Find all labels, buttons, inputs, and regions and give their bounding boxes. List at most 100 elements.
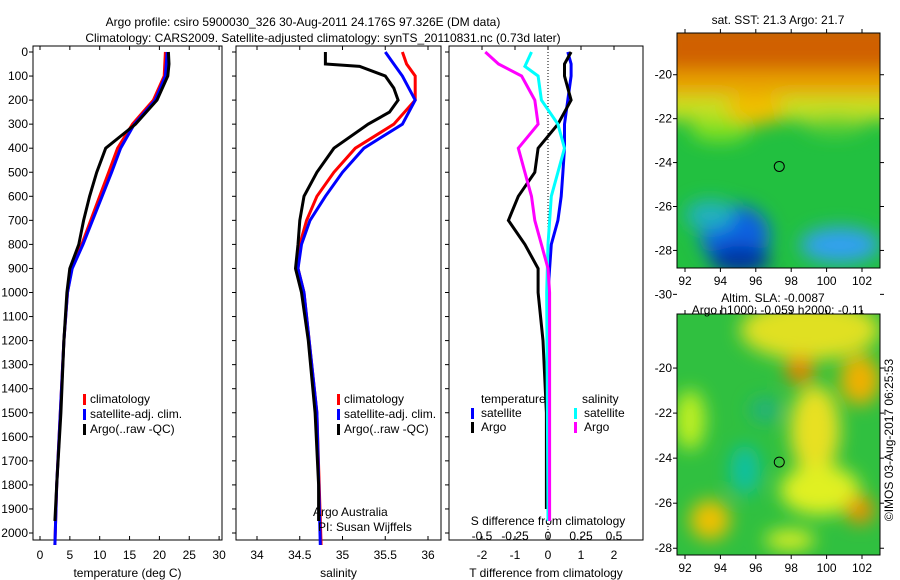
y-tick-label: 600	[8, 189, 28, 203]
series-line-s-satellite	[523, 51, 567, 522]
legend-label: Argo	[481, 420, 507, 434]
y-tick-label: 2000	[1, 526, 28, 540]
legend-title: salinity	[582, 392, 619, 406]
legend-swatch	[471, 408, 474, 419]
y-tick-label: 500	[8, 165, 28, 179]
x-tick-label: -2	[477, 548, 488, 562]
lat-tick-label: -20	[655, 361, 673, 375]
y-tick-label: 1100	[2, 310, 28, 324]
profile-panel-2: 34 34.5 35 35.5 36 salinity climatologysatelli…	[232, 45, 442, 580]
x-tick-label: 20	[153, 548, 167, 562]
lon-tick-label: 96	[749, 274, 763, 288]
sla-map-frame	[676, 313, 881, 556]
series-line-argo-raw-qc-	[53, 51, 171, 522]
legend-label: Argo(..raw -QC)	[344, 422, 429, 436]
y-tick-label: 300	[8, 117, 28, 131]
x2-tick-label: -0.5	[472, 529, 493, 543]
lat-tick-label: -28	[655, 541, 673, 555]
sst-map-title: sat. SST: 21.3 Argo: 21.7	[712, 13, 845, 27]
x-axis-label: salinity	[320, 566, 357, 580]
x2-tick-label: 0.5	[606, 529, 623, 543]
y-tick-label: 1900	[1, 502, 28, 516]
profile-panel-1: 0100200300400500600700800900100011001200…	[1, 45, 226, 580]
argo-location-marker	[773, 160, 785, 172]
legend-swatch	[574, 422, 577, 433]
x-tick-label: 15	[123, 548, 137, 562]
y-tick-label: 400	[8, 141, 28, 155]
legend-swatch	[83, 424, 86, 435]
lat-tick-label: -26	[655, 200, 673, 214]
legend-label: satellite-adj. clim.	[90, 407, 182, 421]
lon-tick-label: 100	[817, 561, 837, 575]
title-line-2: Climatology: CARS2009. Satellite-adjuste…	[85, 31, 560, 45]
lon-tick-label: 98	[785, 561, 799, 575]
y-tick-label: 1500	[1, 406, 28, 420]
legend-label: satellite	[481, 406, 522, 420]
y-tick-label: 700	[8, 213, 28, 227]
series-line-satellite-adj-clim-	[296, 51, 417, 546]
y-tick-label: 800	[8, 237, 28, 251]
y-tick-label: 100	[8, 69, 28, 83]
lon-tick-label: 92	[678, 274, 692, 288]
x-axis-label: temperature (deg C)	[73, 566, 181, 580]
x-tick-label: 35.5	[374, 548, 398, 562]
x-tick-label: 30	[212, 548, 226, 562]
legend-label: climatology	[90, 392, 150, 406]
sla-map	[677, 314, 880, 555]
x-tick-label: 34.5	[288, 548, 312, 562]
legend-label: satellite	[584, 406, 625, 420]
lon-tick-label: 92	[678, 561, 692, 575]
y-tick-label: 1000	[1, 286, 28, 300]
y-tick-label: 1600	[1, 430, 28, 444]
x-tick-label: 0	[545, 548, 552, 562]
legend-swatch	[83, 409, 86, 420]
legend-swatch	[337, 394, 340, 405]
legend-swatch	[471, 422, 474, 433]
profile-panel-3: -2 -1 0 1 2 T difference from climatology -0.5…	[445, 45, 644, 580]
x-tick-label: 34	[250, 548, 264, 562]
credit-text: ©IMOS 03-Aug-2017 06:25:53	[882, 359, 896, 522]
x-axis-label: T difference from climatology	[469, 566, 623, 580]
y-tick-label: 1400	[1, 382, 28, 396]
x-tick-label: 0	[37, 548, 44, 562]
y-tick-label: 1800	[1, 478, 28, 492]
y-tick-label: 200	[8, 93, 28, 107]
lon-tick-label: 94	[714, 274, 728, 288]
sla-map-title-2: Argo h1000: -0.059 h2000: -0.11	[692, 303, 865, 317]
x-tick-label: -1	[510, 548, 521, 562]
series-line-t-argo	[506, 51, 573, 509]
x-tick-label: 5	[67, 548, 74, 562]
x-tick-label: 36	[421, 548, 435, 562]
x-tick-label: 35	[336, 548, 350, 562]
x2-tick-label: -0.25	[501, 529, 529, 543]
x-tick-label: 10	[93, 548, 107, 562]
legend-swatch	[337, 409, 340, 420]
y-tick-label: 0	[21, 45, 28, 59]
legend-label: climatology	[344, 392, 404, 406]
lon-tick-label: 94	[714, 561, 728, 575]
legend-swatch	[574, 408, 577, 419]
lat-tick-label: -22	[655, 406, 673, 420]
lat-tick-label: -24	[655, 156, 673, 170]
y-tick-label: 900	[8, 261, 28, 275]
lon-tick-label: 100	[817, 274, 837, 288]
legend-label: Argo(..raw -QC)	[90, 422, 175, 436]
lon-tick-label: 102	[852, 561, 872, 575]
legend-label: Argo	[584, 420, 610, 434]
legend-title: temperature	[481, 392, 546, 406]
lat-tick-label: -30	[655, 287, 673, 301]
panel-frame	[32, 45, 223, 541]
lon-tick-label: 102	[852, 274, 872, 288]
legend-swatch	[83, 394, 86, 405]
y-tick-label: 1700	[1, 454, 28, 468]
x-tick-label: 2	[611, 548, 618, 562]
x2-tick-label: 0.25	[569, 529, 593, 543]
x2-tick-label: 0	[545, 529, 552, 543]
lat-tick-label: -28	[655, 243, 673, 257]
argo-location-marker	[773, 456, 785, 468]
lat-tick-label: -22	[655, 112, 673, 126]
legend-swatch	[337, 424, 340, 435]
